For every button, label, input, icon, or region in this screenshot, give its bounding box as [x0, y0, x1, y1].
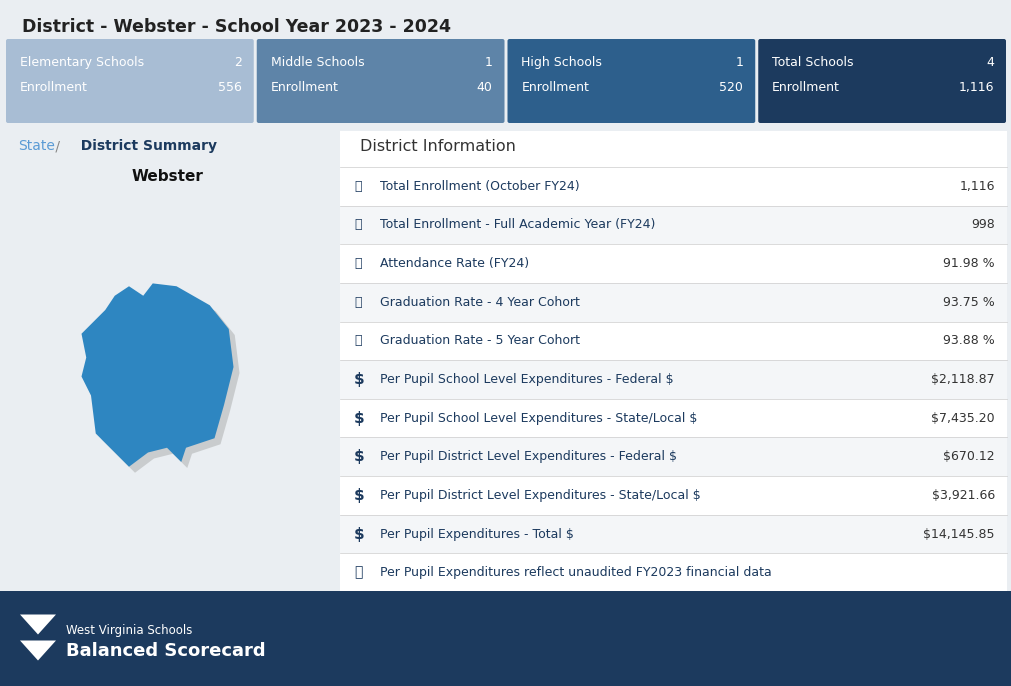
FancyBboxPatch shape	[0, 591, 1011, 686]
Text: Enrollment: Enrollment	[20, 81, 88, 94]
Text: 2: 2	[234, 56, 242, 69]
Text: Per Pupil School Level Expenditures - Federal $: Per Pupil School Level Expenditures - Fe…	[379, 373, 673, 386]
Text: Graduation Rate - 5 Year Cohort: Graduation Rate - 5 Year Cohort	[379, 334, 579, 347]
Text: $: $	[354, 372, 364, 387]
Text: High Schools: High Schools	[521, 56, 602, 69]
Text: $: $	[354, 527, 364, 541]
Polygon shape	[82, 283, 234, 466]
Text: 👥: 👥	[354, 180, 361, 193]
FancyBboxPatch shape	[340, 360, 1006, 399]
Text: 🎓: 🎓	[354, 334, 361, 347]
Text: 93.88 %: 93.88 %	[942, 334, 994, 347]
FancyBboxPatch shape	[507, 39, 754, 123]
Text: 93.75 %: 93.75 %	[942, 296, 994, 309]
Polygon shape	[87, 289, 240, 473]
FancyBboxPatch shape	[257, 39, 504, 123]
FancyBboxPatch shape	[0, 131, 335, 591]
FancyBboxPatch shape	[340, 438, 1006, 476]
Text: 1: 1	[484, 56, 492, 69]
Text: State: State	[18, 139, 55, 153]
Text: Per Pupil District Level Expenditures - State/Local $: Per Pupil District Level Expenditures - …	[379, 489, 700, 502]
FancyBboxPatch shape	[757, 39, 1005, 123]
Text: 91.98 %: 91.98 %	[942, 257, 994, 270]
Text: Attendance Rate (FY24): Attendance Rate (FY24)	[379, 257, 529, 270]
FancyBboxPatch shape	[340, 514, 1006, 554]
Text: $7,435.20: $7,435.20	[930, 412, 994, 425]
Text: West Virginia Schools: West Virginia Schools	[66, 624, 192, 637]
Text: Middle Schools: Middle Schools	[271, 56, 364, 69]
Polygon shape	[20, 615, 56, 635]
Text: $2,118.87: $2,118.87	[930, 373, 994, 386]
Text: Per Pupil Expenditures reflect unaudited FY2023 financial data: Per Pupil Expenditures reflect unaudited…	[379, 566, 771, 579]
Text: Webster: Webster	[131, 169, 203, 184]
Text: Total Schools: Total Schools	[771, 56, 853, 69]
FancyBboxPatch shape	[340, 167, 1006, 206]
Text: Enrollment: Enrollment	[271, 81, 339, 94]
Polygon shape	[20, 641, 56, 661]
Text: District Information: District Information	[360, 139, 516, 154]
FancyBboxPatch shape	[340, 322, 1006, 360]
Text: Per Pupil Expenditures - Total $: Per Pupil Expenditures - Total $	[379, 528, 573, 541]
FancyBboxPatch shape	[340, 206, 1006, 244]
FancyBboxPatch shape	[340, 283, 1006, 322]
Text: $3,921.66: $3,921.66	[931, 489, 994, 502]
Text: Graduation Rate - 4 Year Cohort: Graduation Rate - 4 Year Cohort	[379, 296, 579, 309]
FancyBboxPatch shape	[340, 554, 1006, 592]
Text: 520: 520	[719, 81, 742, 94]
Text: 1,116: 1,116	[958, 180, 994, 193]
Text: Enrollment: Enrollment	[771, 81, 839, 94]
Text: $: $	[354, 411, 364, 425]
Text: $: $	[354, 449, 364, 464]
Text: Elementary Schools: Elementary Schools	[20, 56, 144, 69]
Text: ⓘ: ⓘ	[354, 566, 362, 580]
Text: 4: 4	[985, 56, 993, 69]
Text: $670.12: $670.12	[942, 450, 994, 463]
Text: 1: 1	[735, 56, 742, 69]
Text: District Summary: District Summary	[71, 139, 216, 153]
Text: 👥: 👥	[354, 218, 361, 231]
Text: 1,116: 1,116	[957, 81, 993, 94]
Text: Balanced Scorecard: Balanced Scorecard	[66, 641, 265, 659]
Text: 998: 998	[971, 218, 994, 231]
Text: /: /	[51, 139, 60, 153]
Text: District - Webster - School Year 2023 - 2024: District - Webster - School Year 2023 - …	[10, 18, 451, 36]
FancyBboxPatch shape	[6, 39, 254, 123]
Text: Enrollment: Enrollment	[521, 81, 588, 94]
Text: 40: 40	[476, 81, 492, 94]
FancyBboxPatch shape	[340, 476, 1006, 514]
FancyBboxPatch shape	[340, 399, 1006, 438]
Text: Total Enrollment (October FY24): Total Enrollment (October FY24)	[379, 180, 579, 193]
Text: $: $	[354, 488, 364, 503]
Text: Per Pupil District Level Expenditures - Federal $: Per Pupil District Level Expenditures - …	[379, 450, 676, 463]
Text: 556: 556	[217, 81, 242, 94]
Text: 🔔: 🔔	[354, 257, 361, 270]
Text: 🎓: 🎓	[354, 296, 361, 309]
FancyBboxPatch shape	[340, 131, 1006, 591]
Text: Per Pupil School Level Expenditures - State/Local $: Per Pupil School Level Expenditures - St…	[379, 412, 697, 425]
Text: Total Enrollment - Full Academic Year (FY24): Total Enrollment - Full Academic Year (F…	[379, 218, 655, 231]
Text: $14,145.85: $14,145.85	[923, 528, 994, 541]
FancyBboxPatch shape	[340, 244, 1006, 283]
